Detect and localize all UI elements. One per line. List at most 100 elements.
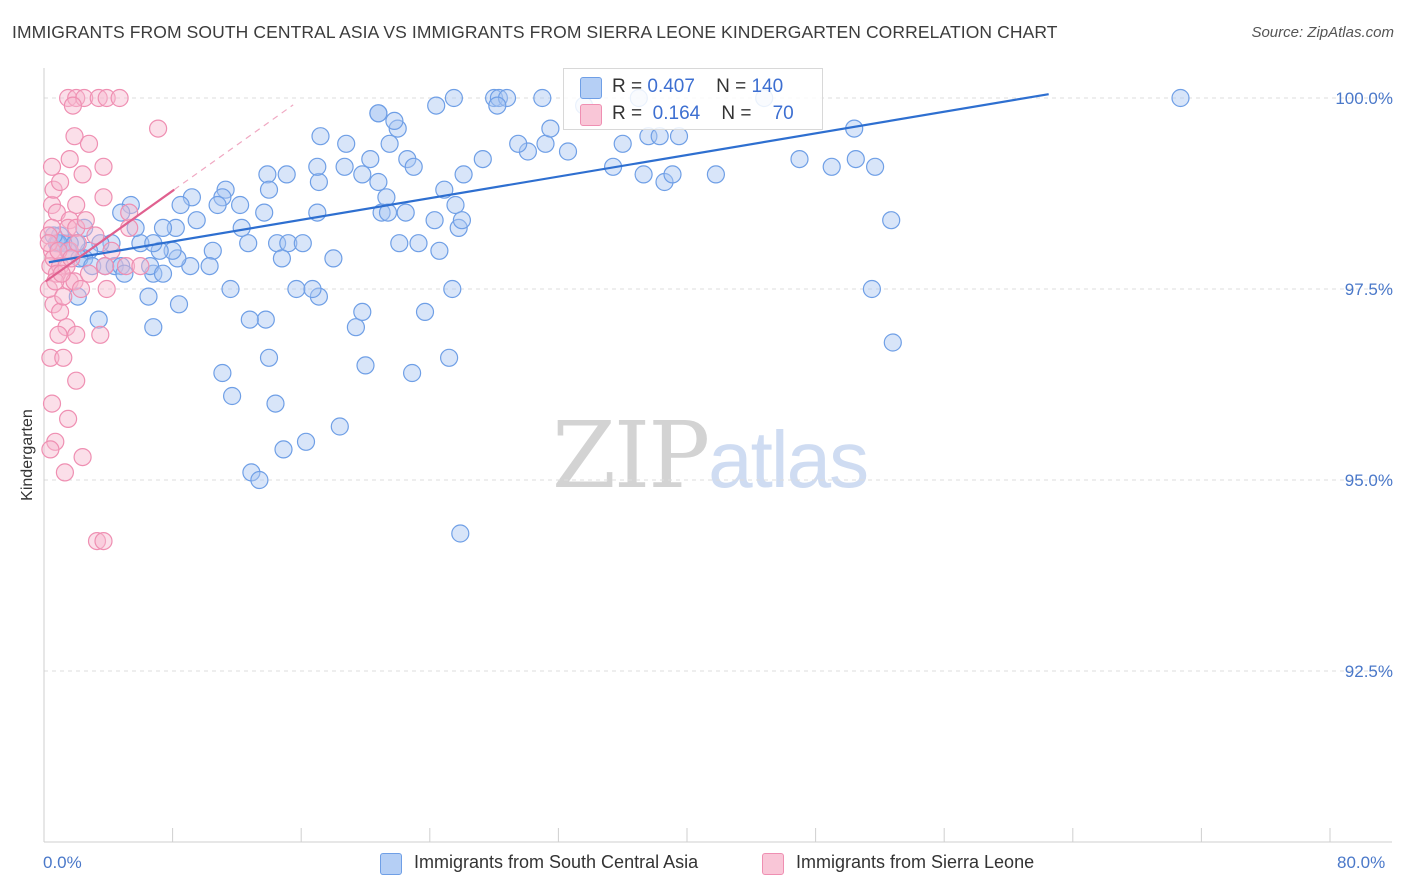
data-point xyxy=(50,172,70,192)
data-point xyxy=(87,531,107,551)
data-point xyxy=(353,165,372,184)
data-point xyxy=(213,363,232,383)
data-point xyxy=(54,287,73,306)
data-point xyxy=(385,111,404,131)
data-point xyxy=(430,241,449,260)
data-point xyxy=(67,218,86,237)
data-point xyxy=(52,264,71,283)
data-point xyxy=(337,134,356,153)
watermark: ZIPatlas xyxy=(552,402,869,509)
trend-line-south-central-asia xyxy=(48,93,1049,264)
legend-r-value: 0.407 xyxy=(647,76,695,97)
data-point xyxy=(296,432,316,451)
data-point xyxy=(558,142,578,161)
data-point xyxy=(208,195,227,215)
data-point xyxy=(89,310,108,329)
y-tick-label: 97.5% xyxy=(1345,280,1393,299)
data-point xyxy=(73,165,92,184)
data-point xyxy=(42,157,62,176)
data-point xyxy=(203,241,222,260)
data-point xyxy=(533,88,552,108)
data-point xyxy=(277,165,296,184)
data-point xyxy=(41,440,60,459)
data-point xyxy=(68,234,87,253)
data-point xyxy=(272,249,291,268)
data-point xyxy=(311,127,330,146)
data-point xyxy=(97,88,116,108)
legend-swatch-blue xyxy=(380,853,402,875)
data-point xyxy=(150,241,169,260)
data-point xyxy=(187,211,206,230)
data-point xyxy=(330,417,349,436)
data-point xyxy=(541,119,560,138)
data-point xyxy=(223,386,242,406)
data-point xyxy=(790,150,809,169)
data-point xyxy=(377,188,396,207)
legend-n-value: 70 xyxy=(772,103,794,124)
legend-n-value: 140 xyxy=(751,76,784,97)
data-point xyxy=(404,157,423,176)
data-point xyxy=(309,172,328,192)
data-point xyxy=(63,96,83,115)
data-point xyxy=(663,165,682,184)
data-point xyxy=(58,409,78,428)
data-point xyxy=(126,218,145,237)
data-point xyxy=(488,96,507,115)
data-point xyxy=(882,211,901,230)
data-point xyxy=(169,295,189,314)
data-point xyxy=(144,318,163,337)
data-point xyxy=(536,134,555,153)
data-point xyxy=(846,150,865,169)
data-point xyxy=(60,150,79,169)
x-tick-label-max: 80.0% xyxy=(1337,853,1386,872)
data-point xyxy=(67,195,86,215)
data-point xyxy=(303,279,322,299)
watermark-atlas: atlas xyxy=(708,415,869,504)
data-point xyxy=(149,119,168,138)
data-point xyxy=(287,279,306,299)
data-point xyxy=(115,264,134,283)
legend-n-label: N = xyxy=(716,76,747,97)
data-point xyxy=(55,463,75,482)
data-point xyxy=(346,318,365,337)
series-legend: Immigrants from South Central Asia Immig… xyxy=(0,851,1406,877)
data-point xyxy=(634,165,653,184)
data-point xyxy=(139,287,158,306)
data-point xyxy=(121,195,140,215)
data-point xyxy=(231,195,250,215)
legend-r-label: R = xyxy=(612,103,643,124)
source-label: Source: ZipAtlas.com xyxy=(1251,24,1394,41)
data-point xyxy=(380,134,399,153)
data-point xyxy=(427,96,446,115)
data-point xyxy=(41,348,60,367)
data-point xyxy=(509,134,528,153)
data-point xyxy=(166,218,185,237)
data-point xyxy=(110,88,129,108)
data-point xyxy=(240,310,259,329)
data-point xyxy=(171,195,190,215)
data-point xyxy=(259,180,279,199)
y-tick-labels: 92.5% 95.0% 97.5% 100.0% xyxy=(1335,89,1393,681)
data-point xyxy=(390,234,409,253)
watermark-zip: ZIP xyxy=(552,402,710,509)
gridlines xyxy=(44,97,1392,672)
data-point xyxy=(353,302,372,321)
data-point xyxy=(39,234,58,253)
data-point xyxy=(443,279,462,299)
data-point xyxy=(454,165,473,184)
trend-line-sierra-leone-extension xyxy=(173,104,294,191)
legend-label-sierra-leone: Immigrants from Sierra Leone xyxy=(796,852,1035,872)
data-point xyxy=(79,264,99,283)
data-point xyxy=(369,104,388,123)
data-point xyxy=(266,394,285,413)
data-point xyxy=(50,302,70,321)
data-point xyxy=(452,211,471,230)
legend-swatch-blue xyxy=(580,77,602,99)
legend-n-label: N = xyxy=(721,103,752,124)
data-point xyxy=(650,127,669,146)
y-tick-label: 92.5% xyxy=(1345,662,1393,681)
series-sierra-leone-points xyxy=(39,88,168,551)
y-axis-label: Kindergarten xyxy=(19,409,36,501)
data-point xyxy=(67,371,86,390)
data-point xyxy=(706,165,726,184)
